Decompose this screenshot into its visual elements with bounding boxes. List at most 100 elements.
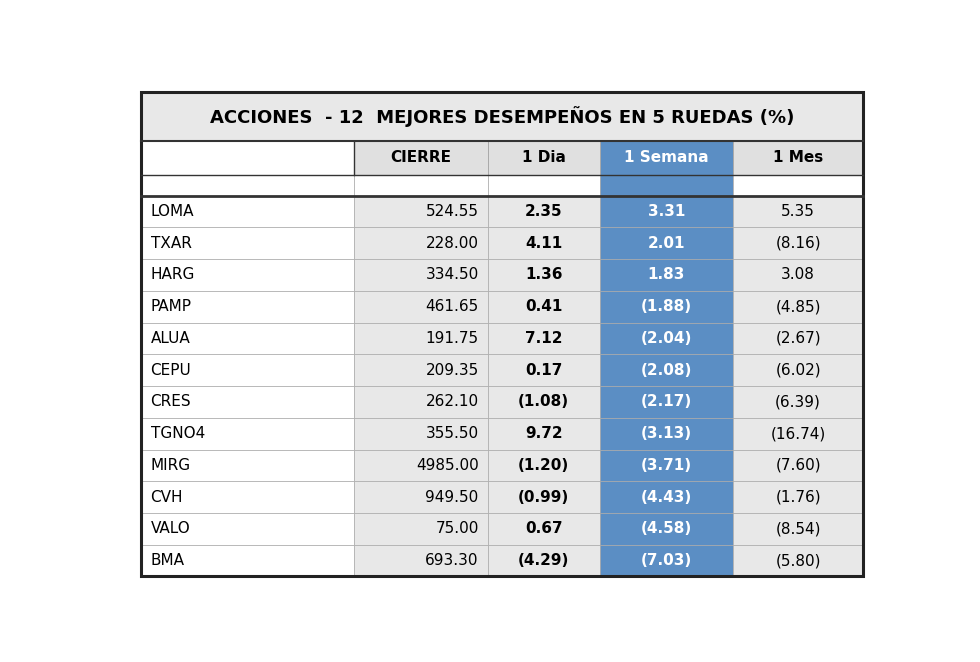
- Text: MIRG: MIRG: [151, 458, 191, 473]
- Bar: [355, 481, 488, 513]
- Bar: [355, 140, 488, 175]
- Bar: [600, 259, 733, 291]
- Text: 1 Semana: 1 Semana: [624, 150, 709, 166]
- Bar: [488, 227, 600, 259]
- Text: HARG: HARG: [151, 267, 195, 283]
- Text: (8.54): (8.54): [775, 522, 821, 536]
- Bar: [141, 545, 355, 577]
- Text: CIERRE: CIERRE: [391, 150, 452, 166]
- Bar: [733, 259, 863, 291]
- Bar: [600, 481, 733, 513]
- Bar: [488, 481, 600, 513]
- Text: (1.08): (1.08): [518, 395, 569, 409]
- Text: 461.65: 461.65: [425, 299, 478, 314]
- Bar: [488, 449, 600, 481]
- Text: (5.80): (5.80): [775, 553, 821, 568]
- Text: (4.85): (4.85): [775, 299, 821, 314]
- Text: 0.41: 0.41: [525, 299, 563, 314]
- Text: BMA: BMA: [151, 553, 184, 568]
- Text: 262.10: 262.10: [425, 395, 478, 409]
- Bar: [141, 354, 355, 386]
- Bar: [355, 354, 488, 386]
- Bar: [141, 227, 355, 259]
- Text: 75.00: 75.00: [435, 522, 478, 536]
- Text: 9.72: 9.72: [525, 426, 563, 441]
- Text: (7.60): (7.60): [775, 458, 821, 473]
- Bar: [141, 513, 355, 545]
- Text: 693.30: 693.30: [425, 553, 478, 568]
- Bar: [600, 322, 733, 354]
- Text: 355.50: 355.50: [425, 426, 478, 441]
- Text: (7.03): (7.03): [641, 553, 692, 568]
- Text: 4985.00: 4985.00: [416, 458, 478, 473]
- Bar: [141, 481, 355, 513]
- Bar: [733, 140, 863, 175]
- Bar: [355, 227, 488, 259]
- Text: (8.16): (8.16): [775, 236, 821, 251]
- Text: 1 Mes: 1 Mes: [773, 150, 823, 166]
- Bar: [488, 175, 600, 196]
- Bar: [488, 140, 600, 175]
- Bar: [600, 140, 733, 175]
- Text: 7.12: 7.12: [525, 331, 563, 346]
- Text: (2.17): (2.17): [641, 395, 692, 409]
- Bar: [733, 418, 863, 449]
- Bar: [600, 354, 733, 386]
- Bar: [600, 418, 733, 449]
- Text: (4.58): (4.58): [641, 522, 692, 536]
- Bar: [141, 291, 355, 322]
- Text: CVH: CVH: [151, 490, 183, 504]
- Text: (6.02): (6.02): [775, 363, 821, 378]
- Text: 0.17: 0.17: [525, 363, 563, 378]
- Bar: [355, 259, 488, 291]
- Text: 191.75: 191.75: [425, 331, 478, 346]
- Bar: [355, 291, 488, 322]
- Text: (2.67): (2.67): [775, 331, 821, 346]
- Bar: [141, 386, 355, 418]
- Bar: [733, 481, 863, 513]
- Text: (4.43): (4.43): [641, 490, 692, 504]
- Bar: [355, 386, 488, 418]
- Bar: [733, 449, 863, 481]
- Bar: [488, 259, 600, 291]
- Text: PAMP: PAMP: [151, 299, 192, 314]
- Text: (0.99): (0.99): [518, 490, 569, 504]
- Bar: [488, 513, 600, 545]
- Text: (3.71): (3.71): [641, 458, 692, 473]
- Text: (1.20): (1.20): [518, 458, 569, 473]
- Text: LOMA: LOMA: [151, 204, 194, 219]
- Text: TXAR: TXAR: [151, 236, 191, 251]
- Bar: [600, 449, 733, 481]
- Bar: [141, 322, 355, 354]
- Bar: [733, 175, 863, 196]
- Text: (2.04): (2.04): [641, 331, 692, 346]
- Bar: [733, 354, 863, 386]
- Bar: [600, 175, 733, 196]
- Bar: [141, 140, 355, 175]
- Text: 3.31: 3.31: [648, 204, 685, 219]
- Text: 2.35: 2.35: [525, 204, 563, 219]
- Bar: [600, 227, 733, 259]
- Text: (1.88): (1.88): [641, 299, 692, 314]
- Text: CEPU: CEPU: [151, 363, 191, 378]
- Bar: [355, 418, 488, 449]
- Text: VALO: VALO: [151, 522, 190, 536]
- Bar: [733, 513, 863, 545]
- Text: 1.36: 1.36: [525, 267, 563, 283]
- Bar: [600, 545, 733, 577]
- Bar: [733, 545, 863, 577]
- Text: 209.35: 209.35: [425, 363, 478, 378]
- Bar: [488, 322, 600, 354]
- Bar: [488, 291, 600, 322]
- Bar: [488, 386, 600, 418]
- Bar: [733, 196, 863, 227]
- Text: (16.74): (16.74): [770, 426, 826, 441]
- Text: 4.11: 4.11: [525, 236, 563, 251]
- Bar: [600, 513, 733, 545]
- Text: ACCIONES  - 12  MEJORES DESEMPEÑOS EN 5 RUEDAS (%): ACCIONES - 12 MEJORES DESEMPEÑOS EN 5 RU…: [210, 106, 795, 127]
- Bar: [600, 386, 733, 418]
- Text: 2.01: 2.01: [648, 236, 685, 251]
- Text: 3.08: 3.08: [781, 267, 815, 283]
- Text: 5.35: 5.35: [781, 204, 815, 219]
- Bar: [141, 92, 863, 140]
